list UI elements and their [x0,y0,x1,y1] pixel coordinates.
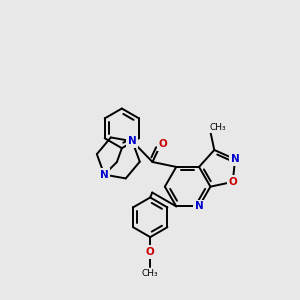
Text: O: O [146,247,154,257]
Text: N: N [128,136,137,146]
Text: O: O [228,177,237,187]
Text: N: N [100,169,109,180]
Text: CH₃: CH₃ [142,269,159,278]
Text: N: N [195,201,203,212]
Text: N: N [231,154,239,164]
Text: CH₃: CH₃ [209,123,226,132]
Text: O: O [159,139,168,149]
